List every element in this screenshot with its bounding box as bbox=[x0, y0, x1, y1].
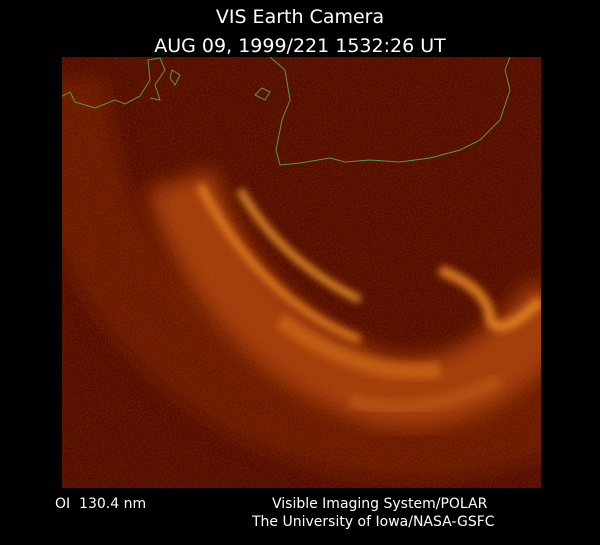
credit-line: Visible Imaging System/POLAR bbox=[272, 496, 488, 512]
subtitle: AUG 09, 1999/221 1532:26 UT bbox=[154, 35, 446, 57]
credit-line: The University of Iowa/NASA-GSFC bbox=[251, 514, 495, 530]
camera-image bbox=[62, 57, 541, 488]
wavelength-label: OI 130.4 nm bbox=[55, 496, 146, 512]
title: VIS Earth Camera bbox=[216, 6, 384, 28]
